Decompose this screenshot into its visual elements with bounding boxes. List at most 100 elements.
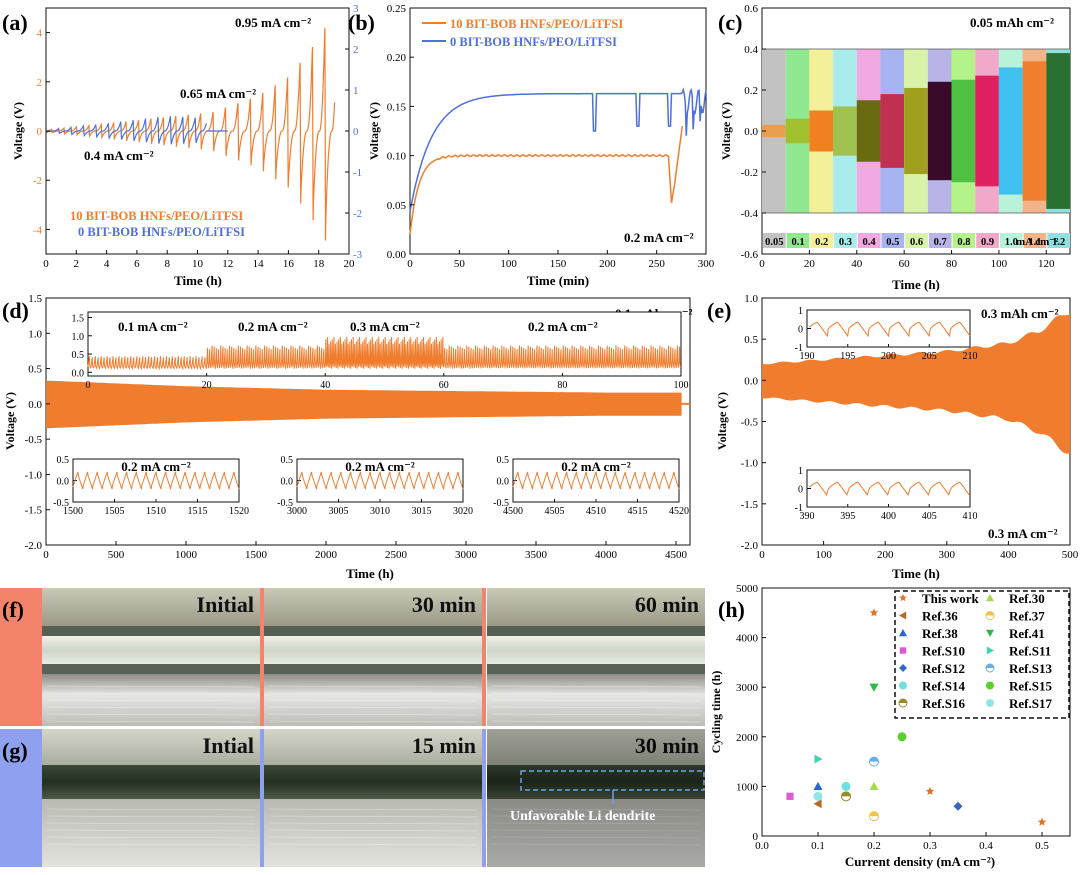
panel-a-label: (a) bbox=[2, 10, 28, 35]
frame-divider bbox=[482, 729, 486, 867]
micrograph-frame: Intial bbox=[42, 729, 260, 867]
y-tick-label: -1.0 bbox=[25, 469, 43, 481]
x-tick-label: 3005 bbox=[329, 506, 349, 517]
bottom-inset: 4500 4505 4510 4515 4520 -0.5 0.0 0.5 0.2 mA cm⁻… bbox=[493, 455, 689, 517]
panel-h: (h) 0.0 0.1 0.2 0.3 0.4 0.5 0 1000 2000 3000 4000… bbox=[709, 583, 1071, 869]
step-voltage-band bbox=[856, 100, 881, 162]
y-tick-label: 1.0 bbox=[744, 293, 758, 305]
panel-e-ylabel: Voltage (V) bbox=[715, 392, 729, 450]
step-chip-label: 1.0 bbox=[1005, 237, 1018, 248]
texture-line bbox=[268, 699, 478, 702]
step-voltage-band bbox=[975, 75, 999, 187]
legend-marker bbox=[986, 681, 994, 690]
texture-line bbox=[491, 822, 701, 825]
panel-b-legend-orange: 10 BIT-BOB HNFs/PEO/LiTFSI bbox=[450, 17, 623, 31]
y-tick-label: 0.0 bbox=[57, 477, 70, 488]
y-tick-label: 0.0 bbox=[744, 126, 758, 138]
y-tick-label: 1.5 bbox=[28, 293, 42, 305]
x-tick-label: 405 bbox=[922, 511, 937, 522]
legend-marker bbox=[985, 663, 995, 673]
series-blue-voltage bbox=[46, 116, 207, 145]
bottom-inset-trace bbox=[512, 471, 680, 490]
panel-c-xlabel: Time (h) bbox=[892, 277, 940, 292]
x-tick-label: 3010 bbox=[370, 506, 390, 517]
x-tick-label: 4510 bbox=[586, 506, 606, 517]
panel-c-y-ticks: -0.6 -0.4 -0.2 0.0 0.2 0.4 0.6 bbox=[741, 3, 766, 261]
y-tick-label: 0.5 bbox=[28, 364, 42, 376]
x-tick-label: 0 bbox=[759, 549, 765, 561]
y-tick-label: 0.0 bbox=[72, 368, 85, 379]
x-tick-label: 3500 bbox=[525, 549, 548, 561]
panel-h-points bbox=[786, 608, 1047, 826]
point-ref-s16-fill bbox=[841, 791, 851, 797]
y-tick-label: 0.2 bbox=[744, 85, 758, 97]
y-tick-label: 2 bbox=[37, 77, 43, 89]
x-tick-label: 400 bbox=[881, 511, 896, 522]
point-ref-30 bbox=[869, 781, 879, 790]
step-chip bbox=[1023, 233, 1047, 248]
panel-c-ylabel: Voltage (V) bbox=[719, 102, 733, 160]
y-tick-label: 0.5 bbox=[281, 455, 294, 466]
texture-line bbox=[46, 843, 256, 846]
y-tick-label: 0 bbox=[753, 831, 759, 843]
x-tick-label: 100 bbox=[500, 258, 517, 270]
panel-d-label: (d) bbox=[2, 298, 29, 323]
point-ref-38 bbox=[813, 781, 823, 790]
x-tick-label: 2500 bbox=[385, 549, 408, 561]
x-tick-label: 1000 bbox=[175, 549, 198, 561]
panel-b: (b) 0 50 100 150 200 250 300 0.000.050.100.150… bbox=[348, 3, 715, 288]
step-chip-label: 1.1 bbox=[1028, 237, 1041, 248]
x-tick-label: 8 bbox=[164, 258, 170, 270]
y-tick-label: 0 bbox=[37, 126, 43, 138]
y-tick-label: 1 bbox=[353, 85, 359, 97]
top-inset-current-label: 0.3 mA cm⁻² bbox=[350, 319, 420, 334]
texture-line bbox=[268, 843, 478, 846]
y-tick-label: 0.05 bbox=[387, 200, 407, 212]
panel-h-xlabel: Current density (mA cm⁻²) bbox=[845, 854, 995, 869]
point-ref-s17 bbox=[813, 791, 823, 801]
step-voltage-band bbox=[833, 106, 857, 156]
legend-label: Ref.38 bbox=[922, 626, 958, 641]
micrograph-frame: 60 min bbox=[487, 588, 705, 726]
x-tick-label: 0.5 bbox=[1035, 840, 1049, 852]
x-tick-label: 390 bbox=[800, 511, 815, 522]
step-chip bbox=[786, 233, 810, 248]
y-tick-label: 5000 bbox=[736, 583, 759, 595]
point-ref-s16 bbox=[841, 791, 851, 802]
texture-line bbox=[491, 836, 701, 839]
frame-shade bbox=[487, 729, 705, 867]
step-chip-label: 1.2 bbox=[1052, 237, 1065, 248]
x-tick-label: 0.4 bbox=[979, 840, 993, 852]
y-tick-label: 0.25 bbox=[387, 3, 407, 15]
y-tick-label: 3 bbox=[353, 3, 359, 15]
panel-f-frames: Initial 30 min 60 min bbox=[42, 588, 705, 726]
electrolyte-layer bbox=[42, 765, 260, 799]
texture-line bbox=[268, 808, 478, 811]
panel-b-y-ticks: 0.00 0.05 0.10 0.15 0.20 0.25 bbox=[387, 3, 414, 261]
panel-d-plot bbox=[46, 380, 690, 429]
x-tick-label: 1500 bbox=[245, 549, 268, 561]
panel-a-plot bbox=[46, 27, 336, 241]
y-tick-label: 4000 bbox=[736, 633, 759, 645]
panel-a-annotation-095: 0.95 mA cm⁻² bbox=[235, 15, 311, 30]
step-chip-label: 0.3 bbox=[839, 237, 852, 248]
x-tick-label: 4 bbox=[104, 258, 110, 270]
panel-d-bottom-insets: 1500 1505 1510 1515 1520 -0.5 0.0 0.5 0.2 mA cm⁻… bbox=[53, 455, 689, 517]
y-tick-label: 0.15 bbox=[387, 101, 407, 113]
panel-f-side-bar bbox=[0, 588, 42, 726]
legend-label: Ref.36 bbox=[922, 609, 958, 624]
panel-e-x-ticks: 0 100 200 300 400 500 bbox=[759, 541, 1079, 561]
step-chip bbox=[763, 233, 786, 248]
legend-marker bbox=[899, 611, 907, 620]
x-tick-label: 14 bbox=[253, 258, 265, 270]
y-tick-label: 0 bbox=[798, 325, 803, 336]
y-tick-label: 0.0 bbox=[497, 477, 510, 488]
texture-line bbox=[268, 836, 478, 839]
inset-trace bbox=[809, 321, 971, 338]
x-tick-label: 200 bbox=[877, 549, 894, 561]
y-tick-label: 4 bbox=[37, 28, 43, 40]
electrode-edge bbox=[487, 626, 705, 636]
x-tick-label: 200 bbox=[599, 258, 616, 270]
y-tick-label: -0.5 bbox=[493, 498, 509, 509]
